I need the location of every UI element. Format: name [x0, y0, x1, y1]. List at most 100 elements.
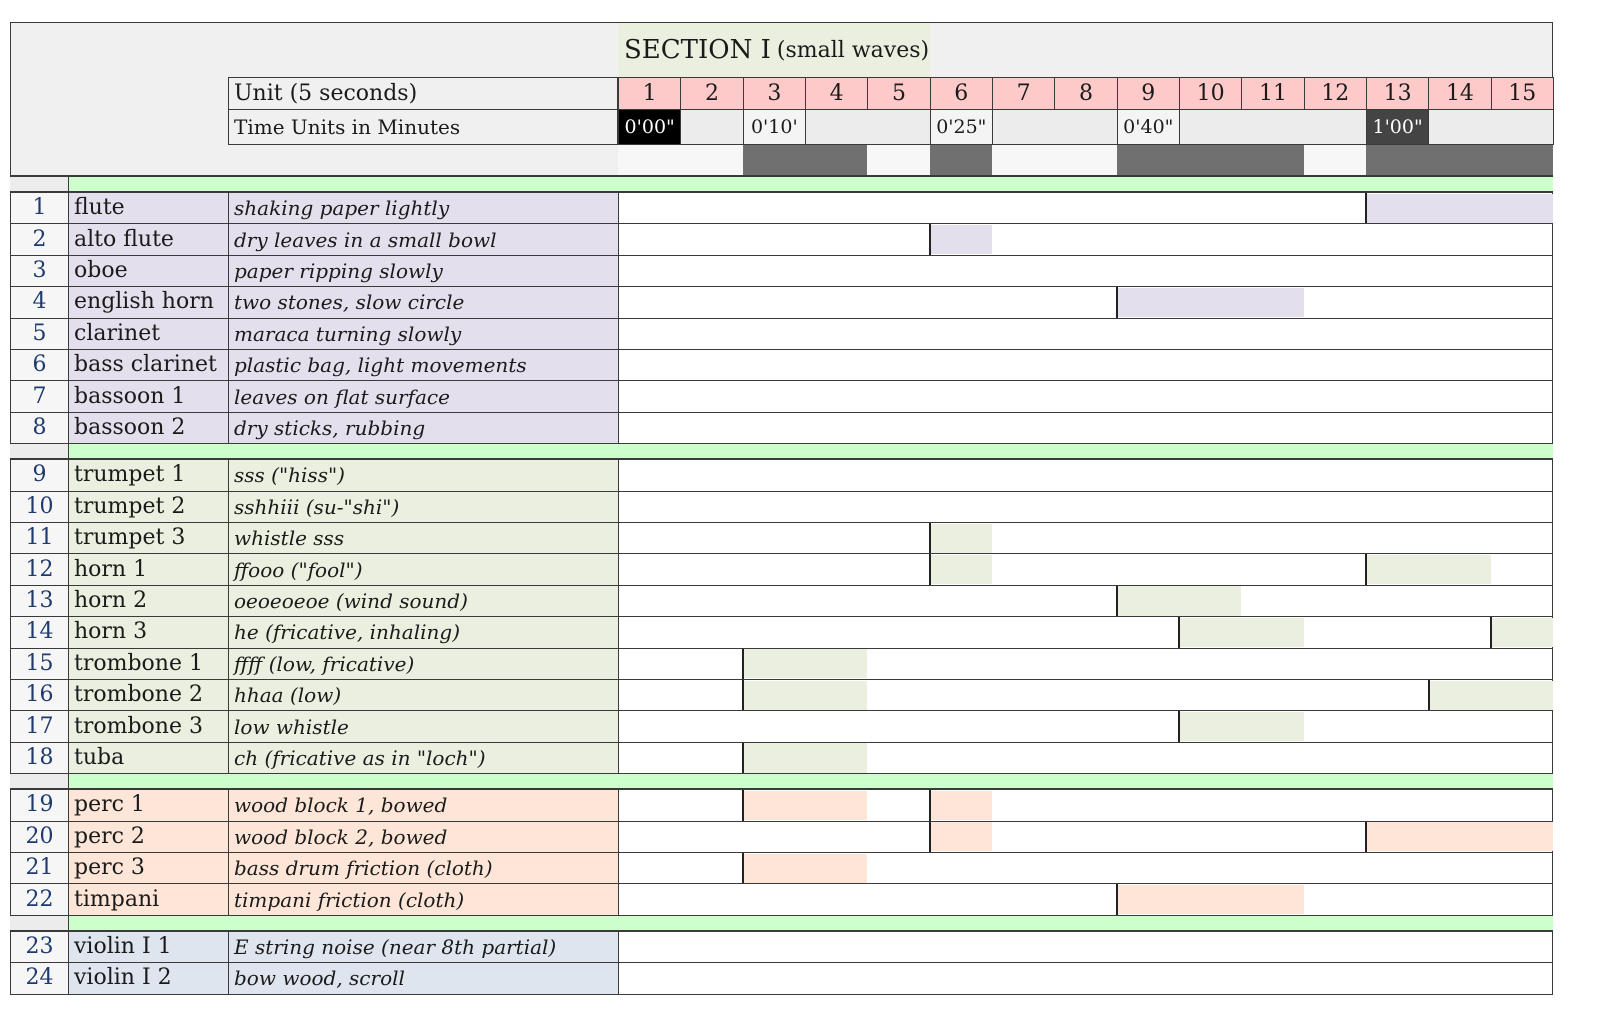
instrument-name[interactable]: violin I 1: [68, 930, 229, 964]
technique[interactable]: bass drum friction (cloth): [228, 852, 619, 885]
timeline-row[interactable]: [618, 883, 1553, 916]
unit-header-13[interactable]: 13: [1365, 77, 1430, 110]
unit-header-3[interactable]: 3: [742, 77, 806, 110]
instrument-name[interactable]: bassoon 2: [68, 411, 229, 445]
unit-header-7[interactable]: 7: [991, 77, 1056, 110]
active-segment[interactable]: [1429, 680, 1553, 710]
technique[interactable]: low whistle: [228, 710, 619, 743]
active-segment[interactable]: [743, 790, 868, 821]
unit-label-cell[interactable]: Unit (5 seconds): [228, 77, 618, 110]
instrument-name[interactable]: trombone 2: [68, 679, 229, 712]
technique[interactable]: hhaa (low): [228, 679, 619, 712]
technique[interactable]: dry leaves in a small bowl: [228, 223, 619, 256]
timeline-row[interactable]: [618, 962, 1553, 995]
instrument-name[interactable]: trombone 1: [68, 647, 229, 680]
section-title-cell[interactable]: SECTION I (small waves): [618, 23, 930, 77]
technique[interactable]: ffff (low, fricative): [228, 647, 619, 680]
unit-header-8[interactable]: 8: [1054, 77, 1118, 110]
instrument-name[interactable]: bass clarinet: [68, 349, 229, 382]
instrument-name[interactable]: perc 2: [68, 820, 229, 853]
unit-header-14[interactable]: 14: [1428, 77, 1492, 110]
active-segment[interactable]: [930, 554, 992, 585]
unit-header-6[interactable]: 6: [929, 77, 993, 110]
instrument-name[interactable]: bassoon 1: [68, 380, 229, 413]
active-segment[interactable]: [1491, 617, 1553, 648]
active-segment[interactable]: [743, 853, 868, 883]
unit-header-12[interactable]: 12: [1303, 77, 1367, 110]
instrument-name[interactable]: clarinet: [68, 317, 229, 350]
active-segment[interactable]: [1366, 193, 1553, 223]
active-segment[interactable]: [1179, 617, 1304, 648]
technique[interactable]: wood block 1, bowed: [228, 789, 619, 822]
time-mark[interactable]: 0'25": [929, 109, 993, 145]
timeline-row[interactable]: [618, 380, 1553, 413]
active-segment[interactable]: [1117, 884, 1304, 915]
instrument-name[interactable]: trumpet 1: [68, 459, 229, 492]
technique[interactable]: dry sticks, rubbing: [228, 411, 619, 445]
active-segment[interactable]: [930, 224, 992, 255]
technique[interactable]: ffooo ("fool"): [228, 553, 619, 586]
timeline-row[interactable]: [618, 584, 1553, 618]
timeline-row[interactable]: [618, 411, 1553, 445]
instrument-name[interactable]: english horn: [68, 286, 229, 319]
technique[interactable]: leaves on flat surface: [228, 380, 619, 413]
active-segment[interactable]: [1179, 711, 1304, 742]
time-mark[interactable]: 1'00": [1365, 109, 1430, 145]
timeline-row[interactable]: [618, 286, 1553, 319]
timeline-row[interactable]: [618, 616, 1553, 649]
technique[interactable]: ch (fricative as in "loch"): [228, 741, 619, 775]
active-segment[interactable]: [930, 523, 992, 553]
active-segment[interactable]: [1117, 586, 1242, 616]
instrument-name[interactable]: perc 3: [68, 852, 229, 885]
timeline-row[interactable]: [618, 710, 1553, 743]
time-mark[interactable]: 0'00": [618, 109, 682, 145]
instrument-name[interactable]: tuba: [68, 741, 229, 775]
instrument-name[interactable]: trombone 3: [68, 710, 229, 743]
active-segment[interactable]: [1366, 822, 1553, 852]
technique[interactable]: shaking paper lightly: [228, 192, 619, 225]
instrument-name[interactable]: flute: [68, 192, 229, 225]
timeline-row[interactable]: [618, 254, 1553, 288]
technique[interactable]: paper ripping slowly: [228, 254, 619, 288]
technique[interactable]: plastic bag, light movements: [228, 349, 619, 382]
timeline-row[interactable]: [618, 349, 1553, 382]
instrument-name[interactable]: perc 1: [68, 789, 229, 822]
technique[interactable]: whistle sss: [228, 522, 619, 555]
technique[interactable]: E string noise (near 8th partial): [228, 930, 619, 964]
instrument-name[interactable]: trumpet 3: [68, 522, 229, 555]
technique[interactable]: timpani friction (cloth): [228, 883, 619, 916]
unit-header-2[interactable]: 2: [680, 77, 744, 110]
time-mark[interactable]: 0'40": [1116, 109, 1180, 145]
active-segment[interactable]: [743, 743, 868, 773]
active-segment[interactable]: [930, 790, 992, 821]
timeline-row[interactable]: [618, 317, 1553, 350]
unit-header-1[interactable]: 1: [618, 77, 682, 110]
unit-header-5[interactable]: 5: [867, 77, 931, 110]
technique[interactable]: two stones, slow circle: [228, 286, 619, 319]
technique[interactable]: sss ("hiss"): [228, 459, 619, 492]
active-segment[interactable]: [930, 822, 992, 852]
timeline-row[interactable]: [618, 522, 1553, 555]
technique[interactable]: maraca turning slowly: [228, 317, 619, 350]
instrument-name[interactable]: trumpet 2: [68, 490, 229, 523]
unit-header-15[interactable]: 15: [1490, 77, 1554, 110]
active-segment[interactable]: [743, 680, 868, 710]
active-segment[interactable]: [1117, 287, 1304, 318]
technique[interactable]: wood block 2, bowed: [228, 820, 619, 853]
instrument-name[interactable]: horn 2: [68, 584, 229, 618]
instrument-name[interactable]: horn 3: [68, 616, 229, 649]
time-mark[interactable]: 0'10': [742, 109, 806, 145]
time-label-cell[interactable]: Time Units in Minutes: [228, 109, 618, 145]
active-segment[interactable]: [1366, 554, 1491, 585]
technique[interactable]: sshhiii (su-"shi"): [228, 490, 619, 523]
instrument-name[interactable]: violin I 2: [68, 962, 229, 995]
timeline-row[interactable]: [618, 459, 1553, 492]
timeline-row[interactable]: [618, 490, 1553, 523]
instrument-name[interactable]: oboe: [68, 254, 229, 288]
timeline-row[interactable]: [618, 223, 1553, 256]
unit-header-9[interactable]: 9: [1116, 77, 1180, 110]
active-segment[interactable]: [743, 649, 868, 679]
instrument-name[interactable]: horn 1: [68, 553, 229, 586]
unit-header-10[interactable]: 10: [1178, 77, 1243, 110]
instrument-name[interactable]: timpani: [68, 883, 229, 916]
